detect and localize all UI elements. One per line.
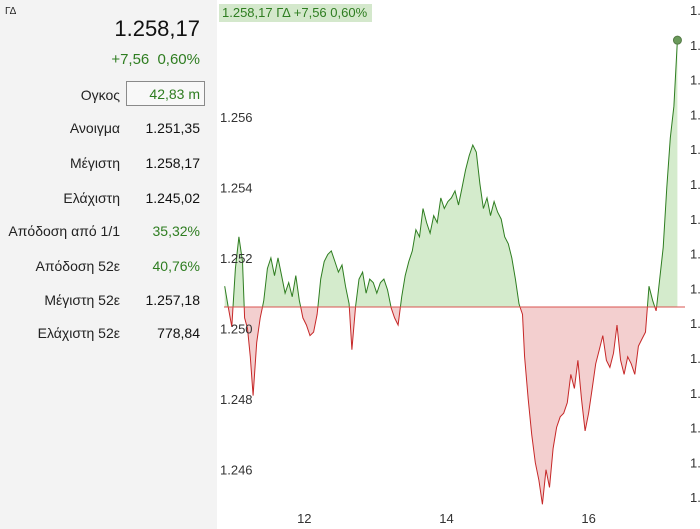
change-value: +7,56 — [111, 51, 150, 68]
area-above-baseline — [400, 145, 520, 307]
right-axis-tick: 1. — [690, 247, 700, 262]
right-axis-tick: 1. — [690, 351, 700, 366]
last-price-marker — [672, 35, 682, 45]
stat-row: Απόδοση 52ε 40,76% — [0, 258, 212, 278]
area-above-baseline — [262, 257, 301, 307]
area-below-baseline — [244, 307, 263, 396]
x-tick-label: 14 — [439, 511, 453, 526]
y-tick-label: 1.250 — [220, 322, 253, 337]
chart-svg: 1.246 1.248 1.250 1.252 1.254 1.256 12 14 16 1. 1.… — [220, 3, 700, 526]
stat-label: Ελάχιστη — [63, 190, 120, 206]
stat-row: Ελάχιστη 52ε 778,84 — [0, 325, 212, 345]
price-line-up — [224, 286, 229, 308]
stat-row: Μέγιστη 52ε 1.257,18 — [0, 292, 212, 312]
price-line-up — [355, 270, 392, 308]
stat-value: 35,32% — [152, 223, 200, 239]
y-tick-label: 1.252 — [220, 251, 253, 266]
stat-value: 1.257,18 — [145, 292, 201, 308]
right-axis-tick: 1. — [690, 455, 700, 470]
ticker-symbol: ΓΔ — [5, 6, 17, 17]
stat-label: Μέγιστη 52ε — [44, 292, 120, 308]
price-line-down — [243, 306, 263, 396]
stat-label: Ελάχιστη 52ε — [37, 325, 120, 341]
volume-box[interactable] — [126, 81, 205, 106]
price-line-up — [656, 40, 678, 308]
y-tick-label: 1.246 — [220, 463, 253, 478]
price-line-down — [654, 306, 658, 312]
price-line-down — [300, 306, 319, 337]
right-axis-tick: 1. — [690, 107, 700, 122]
quote-panel: ΓΔ 1.258,17 +7,56 0,60% Ογκος 42,83 m Αν… — [0, 0, 212, 529]
right-axis-tick: 1. — [690, 142, 700, 157]
last-price: 1.258,17 — [114, 16, 200, 41]
price-line-up — [646, 286, 656, 308]
price-line-down — [519, 306, 648, 505]
x-tick-label: 16 — [581, 511, 595, 526]
stat-row: Μέγιστη 1.258,17 — [0, 155, 212, 175]
y-tick-label: 1.248 — [220, 392, 253, 407]
stat-value: 40,76% — [152, 258, 200, 274]
right-axis-tick: 1. — [690, 38, 700, 53]
stat-label: Ανοιγμα — [69, 120, 120, 136]
y-tick-label: 1.254 — [220, 180, 253, 195]
area-below-baseline — [300, 307, 318, 336]
price-line-up — [399, 143, 521, 308]
y-tick-label: 1.256 — [220, 110, 253, 125]
stat-row: Ανοιγμα 1.251,35 — [0, 120, 212, 140]
stat-value: 1.258,17 — [145, 155, 201, 171]
change-percent: 0,60% — [157, 51, 200, 68]
volume-label: Ογκος — [80, 87, 120, 103]
area-below-baseline — [391, 307, 401, 325]
stat-value: 778,84 — [157, 325, 200, 341]
intraday-chart[interactable]: 1.246 1.248 1.250 1.252 1.254 1.256 12 14 16 1. 1.… — [217, 0, 700, 529]
right-axis-tick: 1. — [690, 3, 700, 18]
area-below-baseline — [349, 307, 356, 350]
right-axis-tick: 1. — [690, 73, 700, 88]
price-line-up — [232, 236, 245, 308]
stat-row: Απόδοση από 1/1 35,32% — [0, 223, 212, 243]
stat-label: Μέγιστη — [70, 155, 120, 171]
volume-value: 42,83 m — [149, 86, 200, 102]
right-axis-tick: 1. — [690, 490, 700, 505]
right-axis-tick: 1. — [690, 212, 700, 227]
right-axis-tick: 1. — [690, 421, 700, 436]
stat-value: 1.251,35 — [145, 120, 201, 136]
area-above-baseline — [355, 272, 391, 307]
area-above-baseline — [656, 40, 678, 307]
stat-label: Απόδοση από 1/1 — [8, 223, 120, 239]
area-below-baseline — [520, 307, 648, 505]
right-axis-tick: 1. — [690, 316, 700, 331]
right-axis-tick: 1. — [690, 177, 700, 192]
price-line-up — [317, 249, 350, 308]
area-above-baseline — [317, 250, 350, 307]
price-line-up — [262, 255, 302, 308]
stat-row: Ελάχιστη 1.245,02 — [0, 190, 212, 210]
chart-header: 1.258,17 ΓΔ +7,56 0,60% — [219, 4, 373, 22]
right-axis-tick: 1. — [690, 281, 700, 296]
x-tick-label: 12 — [297, 511, 311, 526]
price-change: +7,56 0,60% — [111, 51, 200, 68]
right-axis-tick: 1. — [690, 386, 700, 401]
stat-value: 1.245,02 — [145, 190, 201, 206]
stat-label: Απόδοση 52ε — [35, 258, 121, 274]
